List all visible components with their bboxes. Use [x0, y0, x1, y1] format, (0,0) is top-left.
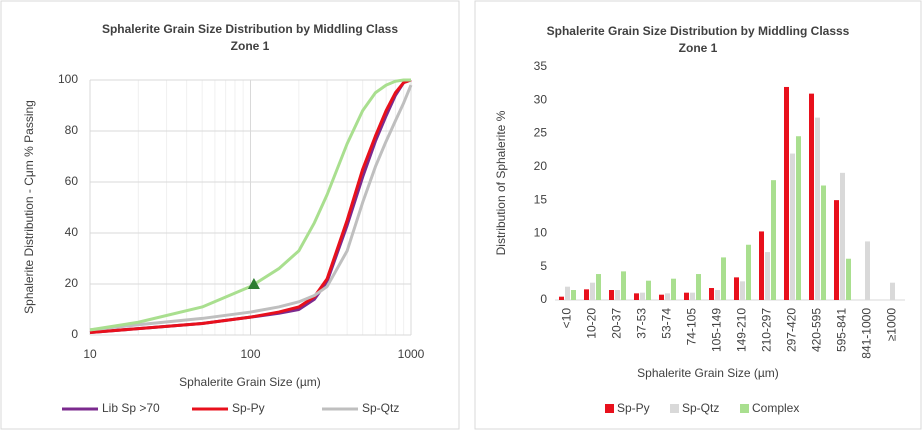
- legend-label: Lib Sp >70: [102, 401, 160, 415]
- bar: [665, 293, 670, 300]
- line-series: [89, 78, 411, 332]
- bar: [796, 136, 801, 300]
- y-tick-label: 0: [540, 292, 547, 306]
- y-tick-label: 5: [540, 259, 547, 273]
- legend-swatch: [670, 404, 679, 413]
- bar: [684, 292, 689, 300]
- x-tick-label: 10: [83, 347, 97, 361]
- bar: [840, 172, 845, 300]
- bar: [646, 280, 651, 300]
- bar: [640, 292, 645, 300]
- y-axis-label: Sphalerite Distribution - Cμm % Passing: [22, 100, 36, 314]
- x-tick-label: ≥1000: [885, 308, 899, 342]
- x-tick-label: 297-420: [785, 308, 799, 352]
- bar: [746, 244, 751, 300]
- panel: [0, 0, 460, 430]
- x-tick-label: 37-53: [635, 308, 649, 339]
- bar: [815, 117, 820, 300]
- bar: [709, 288, 714, 300]
- bar: [609, 290, 614, 300]
- line-series: [89, 84, 413, 332]
- legend-label: Sp-Qtz: [682, 401, 719, 415]
- y-tick-label: 10: [534, 226, 548, 240]
- line-series: [89, 78, 412, 334]
- bar: [715, 290, 720, 300]
- bar: [690, 292, 695, 300]
- bar: [571, 290, 576, 300]
- bar: [759, 231, 764, 300]
- x-tick-label: 20-37: [610, 308, 624, 339]
- legend-label: Sp-Py: [617, 401, 650, 415]
- bar: [740, 281, 745, 300]
- bar: [734, 277, 739, 300]
- bar: [565, 286, 570, 300]
- y-tick-label: 0: [71, 327, 78, 341]
- bar: [615, 290, 620, 300]
- bar: [659, 294, 664, 300]
- y-axis-label: Distribution of Sphalerite %: [494, 110, 508, 255]
- bar: [765, 252, 770, 300]
- bar: [784, 86, 789, 300]
- bar: [621, 271, 626, 300]
- bar: [790, 153, 795, 300]
- bar: [634, 293, 639, 300]
- bar: [721, 257, 726, 300]
- bar: [846, 258, 851, 300]
- bar: [809, 93, 814, 300]
- bar: [890, 282, 895, 300]
- x-axis-label: Sphalerite Grain Size (µm): [179, 375, 321, 389]
- x-tick-label: 105-149: [710, 308, 724, 352]
- chart-title: Sphalerite Grain Size Distribution by Mi…: [102, 22, 398, 36]
- legend-label: Complex: [752, 401, 799, 415]
- bar: [696, 274, 701, 300]
- x-tick-label: <10: [560, 308, 574, 329]
- y-tick-label: 80: [65, 123, 79, 137]
- x-tick-label: 1000: [398, 347, 425, 361]
- y-tick-label: 40: [65, 225, 79, 239]
- panel: [474, 0, 922, 430]
- chart-title: Zone 1: [679, 41, 718, 55]
- bar: [590, 282, 595, 300]
- y-tick-label: 25: [534, 126, 548, 140]
- bar: [671, 278, 676, 300]
- bar: [559, 296, 564, 300]
- y-tick-label: 30: [534, 92, 548, 106]
- x-axis-label: Sphalerite Grain Size (µm): [637, 366, 779, 380]
- chart-title: Sphalerite Grain Size Distribution by Mi…: [547, 24, 850, 38]
- x-tick-label: 841-1000: [860, 308, 874, 359]
- chart-title: Zone 1: [231, 39, 270, 53]
- y-tick-label: 20: [65, 276, 79, 290]
- y-tick-label: 20: [534, 159, 548, 173]
- x-tick-label: 420-595: [810, 308, 824, 352]
- bar: [865, 241, 870, 300]
- x-tick-label: 74-105: [685, 308, 699, 346]
- x-tick-label: 100: [240, 347, 260, 361]
- legend-label: Sp-Qtz: [362, 401, 399, 415]
- legend-swatch: [740, 404, 749, 413]
- x-tick-label: 53-74: [660, 308, 674, 339]
- y-tick-label: 60: [65, 174, 79, 188]
- x-tick-label: 210-297: [760, 308, 774, 352]
- y-tick-label: 100: [58, 72, 78, 86]
- bar: [596, 274, 601, 300]
- y-tick-label: 35: [534, 59, 548, 73]
- x-tick-label: 595-841: [835, 308, 849, 352]
- legend-label: Sp-Py: [232, 401, 265, 415]
- marker-point: [247, 278, 260, 289]
- bar: [821, 185, 826, 300]
- legend-swatch: [605, 404, 614, 413]
- y-tick-label: 15: [534, 192, 548, 206]
- bar: [771, 180, 776, 300]
- x-tick-label: 149-210: [735, 308, 749, 352]
- bar: [834, 200, 839, 300]
- bar: [584, 289, 589, 300]
- x-tick-label: 10-20: [585, 308, 599, 339]
